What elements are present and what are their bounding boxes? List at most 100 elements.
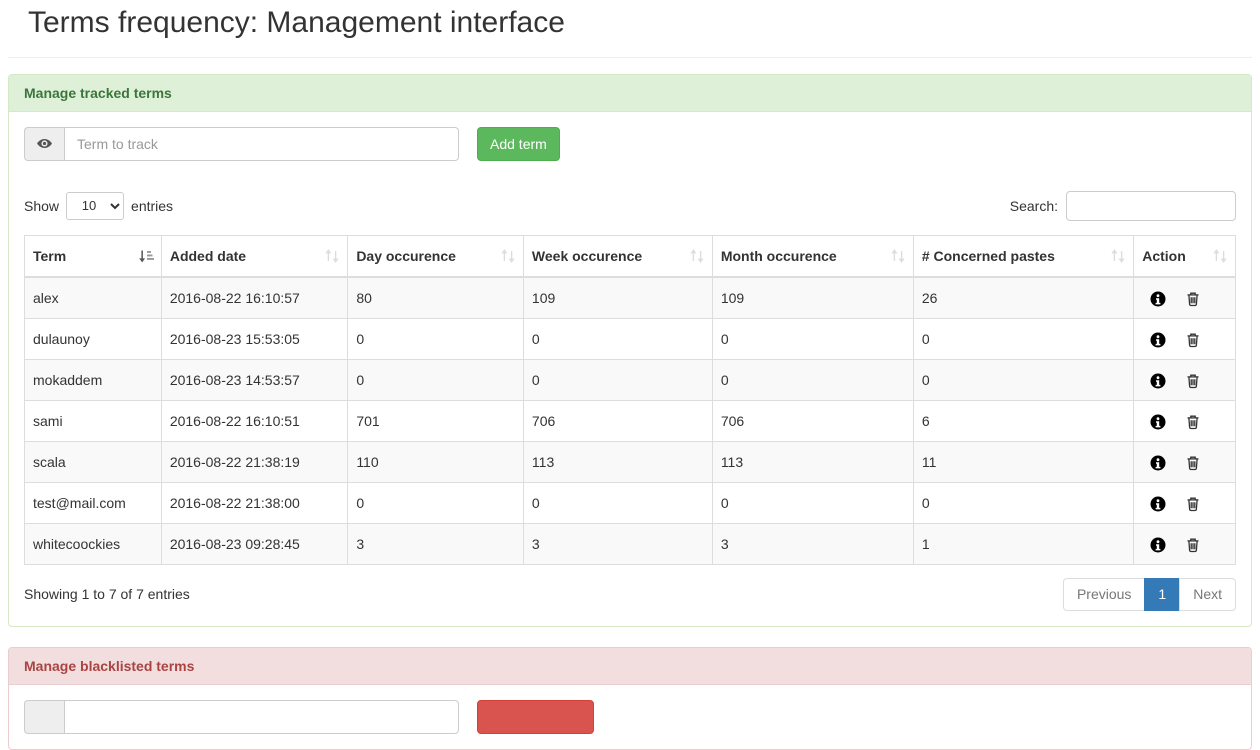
sort-both-icon	[324, 248, 340, 269]
blacklist-term-input[interactable]	[64, 699, 459, 734]
term-cell: whitecoockies	[24, 522, 162, 565]
table-row: dulaunoy 2016-08-23 15:53:05 0 0 0 0	[24, 317, 1236, 360]
term-cell: mokaddem	[24, 358, 162, 401]
delete-term-button[interactable]	[1185, 496, 1201, 512]
action-cell	[1133, 440, 1236, 483]
added-date-cell: 2016-08-23 14:53:57	[160, 358, 349, 401]
action-cell	[1133, 358, 1236, 401]
month-occurence-cell: 0	[711, 317, 914, 360]
term-to-track-input[interactable]	[64, 126, 459, 161]
page-length-select[interactable]: 10	[66, 191, 125, 220]
concerned-pastes-cell: 6	[912, 399, 1135, 442]
term-input-addon	[24, 126, 64, 161]
day-occurence-cell: 0	[347, 481, 524, 524]
delete-term-button[interactable]	[1185, 373, 1201, 389]
day-occurence-cell: 110	[347, 440, 524, 483]
term-info-button[interactable]	[1150, 291, 1166, 307]
term-info-button[interactable]	[1150, 496, 1166, 512]
page: Terms frequency: Management interface Ma…	[0, 6, 1260, 750]
search-input[interactable]	[1066, 190, 1236, 221]
blacklist-input-group	[24, 699, 459, 734]
concerned-pastes-cell: 26	[912, 276, 1135, 319]
term-info-button[interactable]	[1150, 537, 1166, 553]
term-cell: dulaunoy	[24, 317, 162, 360]
action-cell	[1133, 522, 1236, 565]
action-cell	[1133, 317, 1236, 360]
column-header-week-occurence[interactable]: Week occurence	[522, 234, 713, 278]
term-info-button[interactable]	[1150, 332, 1166, 348]
added-date-cell: 2016-08-22 16:10:57	[160, 276, 349, 319]
action-cell	[1133, 481, 1236, 524]
added-date-cell: 2016-08-23 15:53:05	[160, 317, 349, 360]
table-row: mokaddem 2016-08-23 14:53:57 0 0 0 0	[24, 358, 1236, 401]
delete-term-button[interactable]	[1185, 332, 1201, 348]
added-date-cell: 2016-08-22 21:38:19	[160, 440, 349, 483]
concerned-pastes-cell: 11	[912, 440, 1135, 483]
month-occurence-cell: 0	[711, 358, 914, 401]
datatable-footer: Showing 1 to 7 of 7 entries Previous 1 N…	[24, 577, 1236, 611]
pagination-next[interactable]: Next	[1179, 577, 1236, 611]
week-occurence-cell: 0	[522, 317, 713, 360]
delete-term-button[interactable]	[1185, 414, 1201, 430]
column-header-term[interactable]: Term	[24, 234, 162, 278]
sort-both-icon	[500, 248, 516, 269]
concerned-pastes-cell: 0	[912, 481, 1135, 524]
concerned-pastes-cell: 0	[912, 358, 1135, 401]
action-cell	[1133, 276, 1236, 319]
sort-both-icon	[689, 248, 705, 269]
datatable-controls: Show 10 entries Search:	[24, 190, 1236, 221]
week-occurence-cell: 0	[522, 358, 713, 401]
column-header-day-occurence[interactable]: Day occurence	[347, 234, 524, 278]
added-date-cell: 2016-08-22 16:10:51	[160, 399, 349, 442]
day-occurence-cell: 0	[347, 358, 524, 401]
column-header-month-occurence[interactable]: Month occurence	[711, 234, 914, 278]
tracked-terms-panel-heading: Manage tracked terms	[9, 74, 1251, 112]
week-occurence-cell: 0	[522, 481, 713, 524]
blacklisted-terms-panel-body	[9, 685, 1251, 749]
term-input-group	[24, 126, 459, 161]
blacklisted-terms-panel-heading: Manage blacklisted terms	[9, 647, 1251, 685]
blacklisted-terms-panel: Manage blacklisted terms	[8, 646, 1252, 750]
table-info-text: Showing 1 to 7 of 7 entries	[24, 586, 190, 602]
month-occurence-cell: 0	[711, 481, 914, 524]
term-info-button[interactable]	[1150, 455, 1166, 471]
sort-ascending-icon	[138, 248, 154, 269]
delete-term-button[interactable]	[1185, 537, 1201, 553]
added-date-cell: 2016-08-22 21:38:00	[160, 481, 349, 524]
search-control: Search:	[1010, 190, 1236, 221]
term-cell: alex	[24, 276, 162, 319]
entries-label: entries	[131, 197, 174, 214]
add-blacklist-row	[24, 699, 1236, 734]
column-header-concerned-pastes[interactable]: # Concerned pastes	[912, 234, 1135, 278]
term-info-button[interactable]	[1150, 373, 1166, 389]
sort-both-icon	[1110, 248, 1126, 269]
delete-term-button[interactable]	[1185, 291, 1201, 307]
pagination-page-1[interactable]: 1	[1144, 577, 1181, 611]
week-occurence-cell: 113	[522, 440, 713, 483]
week-occurence-cell: 109	[522, 276, 713, 319]
term-cell: sami	[24, 399, 162, 442]
month-occurence-cell: 113	[711, 440, 914, 483]
add-term-button[interactable]: Add term	[477, 126, 560, 161]
term-info-button[interactable]	[1150, 414, 1166, 430]
concerned-pastes-cell: 0	[912, 317, 1135, 360]
added-date-cell: 2016-08-23 09:28:45	[160, 522, 349, 565]
week-occurence-cell: 3	[522, 522, 713, 565]
concerned-pastes-cell: 1	[912, 522, 1135, 565]
term-cell: scala	[24, 440, 162, 483]
day-occurence-cell: 701	[347, 399, 524, 442]
delete-term-button[interactable]	[1185, 455, 1201, 471]
pagination-previous[interactable]: Previous	[1062, 577, 1146, 611]
month-occurence-cell: 706	[711, 399, 914, 442]
blacklist-input-addon	[24, 699, 64, 734]
page-length-control: Show 10 entries	[24, 191, 174, 220]
eye-icon	[36, 135, 53, 152]
tracked-terms-panel: Manage tracked terms	[8, 73, 1252, 627]
column-header-added-date[interactable]: Added date	[160, 234, 349, 278]
blacklist-add-button[interactable]	[477, 699, 594, 734]
week-occurence-cell: 706	[522, 399, 713, 442]
table-row: sami 2016-08-22 16:10:51 701 706 706 6	[24, 399, 1236, 442]
column-header-action[interactable]: Action	[1133, 234, 1236, 278]
tracked-terms-table: Term	[24, 234, 1236, 565]
table-row: whitecoockies 2016-08-23 09:28:45 3 3 3 …	[24, 522, 1236, 565]
